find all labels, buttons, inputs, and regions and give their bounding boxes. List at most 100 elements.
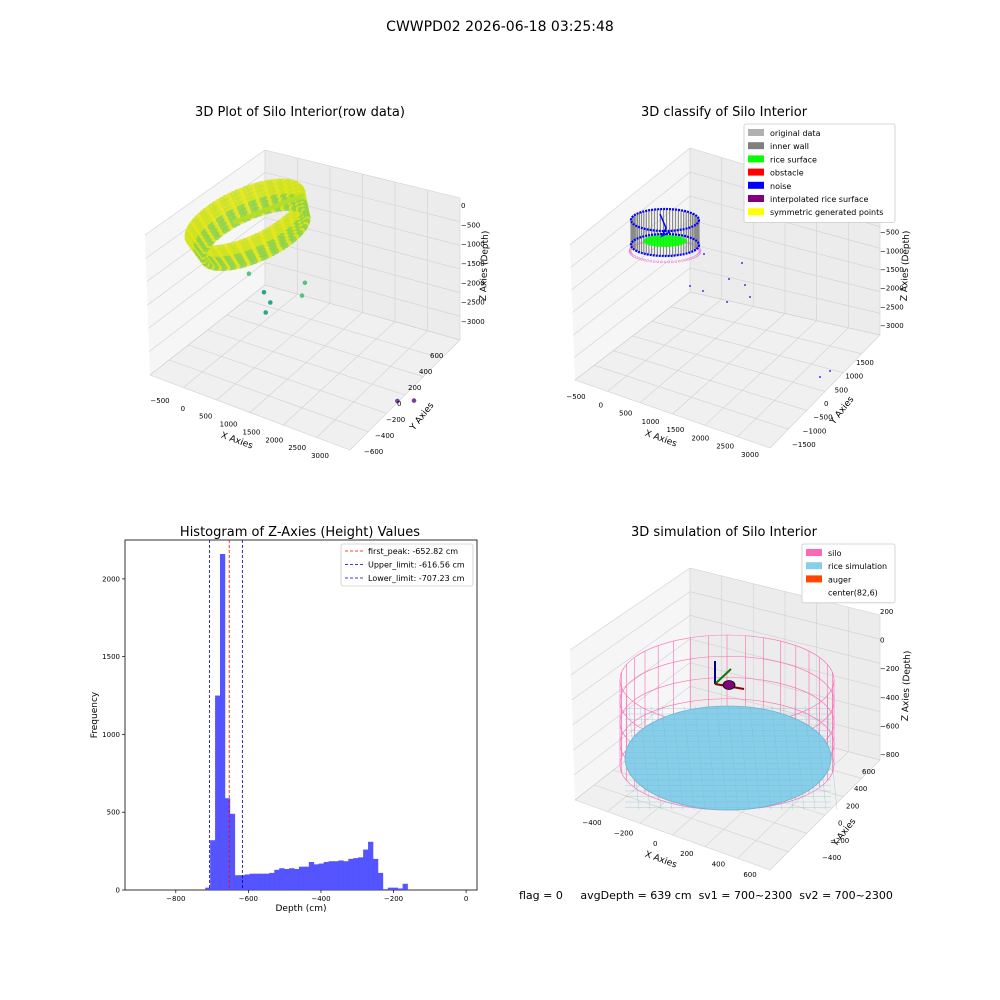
legend-swatch	[806, 575, 822, 583]
histogram-bar	[274, 869, 280, 890]
legend: original data inner wall rice surface obsta…	[743, 123, 896, 223]
z-tick-label: −1500	[880, 266, 904, 274]
grid-line	[264, 262, 461, 317]
y-tick-label: 600	[862, 768, 875, 776]
histogram-bar	[387, 887, 394, 890]
histogram-bar	[333, 861, 339, 890]
histogram-bar	[234, 875, 241, 890]
interpolated-point	[663, 260, 667, 264]
data-point	[246, 271, 252, 277]
y-tick-label: 500	[835, 386, 848, 394]
y-tick-labels: 600 400 200 0 −200 −400	[822, 768, 875, 862]
interpolated-point	[693, 255, 697, 258]
grid-line	[144, 149, 266, 236]
legend: silo rice simulation auger center(82,6)	[801, 543, 896, 604]
flag-value: flag = 0	[519, 889, 563, 902]
z-tick-label: −600	[880, 722, 899, 730]
grid-line	[349, 339, 461, 451]
interpolated-point	[684, 258, 687, 262]
interpolated-point	[681, 259, 684, 262]
grid-line	[574, 291, 691, 381]
panel-simulation: 3D simulation of Silo Interior −400 −200 0…	[569, 525, 913, 879]
grid-line	[572, 638, 691, 726]
plot-area	[124, 539, 478, 891]
silo-ring-points	[184, 178, 311, 272]
histogram-bar	[377, 872, 384, 890]
x-tick-label: −400	[582, 819, 601, 827]
z-tick-label: −1000	[880, 247, 904, 255]
legend-label: rice surface	[770, 155, 817, 164]
histogram-bar	[363, 849, 369, 890]
x-tick-label: 2000	[265, 436, 283, 444]
y-tick-label: 0	[824, 400, 828, 408]
noise-point	[749, 296, 751, 298]
histogram-bar	[289, 868, 295, 890]
interpolated-point	[656, 260, 660, 264]
z-tick-label: 200	[880, 608, 893, 616]
z-tick-label: −2500	[880, 303, 904, 311]
floor-pane	[575, 292, 880, 448]
rice-surface-points	[643, 235, 687, 247]
panel-raw-scatter: 3D Plot of Silo Interior(row data) −5000…	[144, 105, 491, 460]
interpolated-point	[674, 260, 678, 263]
x-tick-label: 500	[619, 410, 632, 418]
histogram-bar	[215, 695, 221, 890]
grid-line	[264, 284, 461, 341]
histogram-bar	[343, 861, 349, 890]
y-tick-label: 1000	[845, 373, 863, 381]
y-tick-label: 400	[854, 785, 867, 793]
legend-label: symmetric generated points	[770, 208, 883, 217]
x-tick-label: 0	[464, 895, 468, 903]
legend-label: center(82,6)	[828, 589, 878, 598]
y-tick-label: −500	[813, 414, 832, 422]
histogram-bar	[368, 841, 374, 890]
x-tick-label: 1500	[667, 426, 685, 434]
rice-mesh-line	[749, 705, 761, 811]
histogram-bar	[298, 866, 305, 890]
x-tick-label: 0	[599, 401, 603, 409]
y-tick-label: 400	[419, 368, 432, 376]
y-tick-label: −600	[364, 448, 383, 456]
legend-label: Upper_limit: -616.56 cm	[368, 561, 465, 570]
histogram-bar	[205, 887, 211, 890]
data-point	[299, 293, 305, 298]
histogram-bar	[259, 873, 265, 890]
y-tick-label: 1000	[102, 731, 120, 739]
z-tick-label: 0	[880, 637, 884, 645]
y-tick-label: 2000	[102, 575, 120, 583]
outlier-points	[246, 271, 417, 404]
histogram-bar	[318, 863, 324, 890]
histogram-bar	[210, 840, 216, 890]
grid-line	[737, 751, 849, 859]
legend-label: silo	[828, 549, 842, 558]
legend-label: noise	[770, 182, 791, 191]
x-tick-label: 0	[181, 405, 185, 413]
x-tick-label: 2500	[288, 444, 306, 452]
y-tick-label: −1500	[792, 441, 816, 449]
legend-swatch	[748, 168, 764, 176]
noise-point	[702, 290, 704, 292]
z-tick-label: −1500	[461, 260, 485, 268]
y-tick-label: 600	[430, 352, 443, 360]
x-tick-label: −400	[311, 895, 330, 903]
avg-depth-value: avgDepth = 639 cm	[580, 889, 692, 902]
histogram-bar	[392, 887, 398, 890]
interpolated-point	[635, 256, 639, 259]
grid-line	[570, 591, 691, 676]
z-axis-label: Z Axies (Depth)	[901, 651, 913, 722]
legend-label: interpolated rice surface	[770, 195, 868, 204]
interpolated-point	[698, 249, 702, 253]
legend-swatch	[748, 142, 764, 150]
data-point	[261, 290, 267, 295]
y-tick-labels: 0 500 1000 1500 2000	[102, 575, 125, 895]
data-point	[302, 280, 308, 286]
interpolated-point	[640, 257, 643, 261]
z-tick-labels: 0 −500 −1000 −1500 −2000 −2500 −3000	[461, 202, 485, 326]
noise-point	[741, 262, 743, 264]
y-tick-label: −200	[830, 837, 849, 845]
legend-box	[801, 543, 896, 604]
x-tick-labels: −500 0 500 1000 1500 2000 2500 3000	[150, 397, 329, 460]
noise-point	[728, 278, 730, 280]
y-tick-label: 0	[397, 400, 401, 408]
histogram-bar	[224, 798, 231, 890]
